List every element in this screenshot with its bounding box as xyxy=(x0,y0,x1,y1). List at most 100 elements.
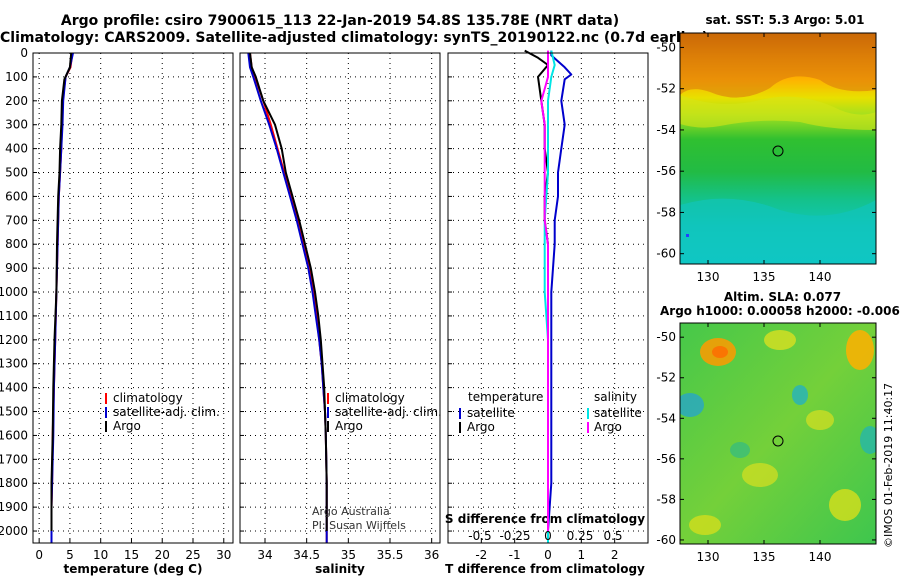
legend-title: temperature xyxy=(468,390,543,404)
x-tick-label: 34 xyxy=(257,548,272,562)
legend-label: Argo xyxy=(335,419,363,433)
depth-tick-label: 1300 xyxy=(0,357,28,371)
s-tick-label: 0.5 xyxy=(603,529,622,543)
sla-high-anomaly xyxy=(742,463,778,487)
sla-profile-marker xyxy=(772,435,784,447)
legend-swatch xyxy=(587,408,589,419)
depth-tick-label: 200 xyxy=(5,94,28,108)
sla-low-anomaly xyxy=(680,393,704,417)
depth-tick-label: 900 xyxy=(5,261,28,275)
sla-map-lat-label: -58 xyxy=(656,492,676,506)
x-tick-label: 25 xyxy=(185,548,200,562)
profile-panel-1: 34 34.5 35 35.5 36 xyxy=(239,52,441,562)
depth-tick-label: 2000 xyxy=(0,524,28,538)
panel-frame xyxy=(239,52,441,544)
sla-map-lon-label: 130 xyxy=(697,550,720,564)
x-tick-label: 35.5 xyxy=(377,548,404,562)
sla-map-lat-label: -50 xyxy=(656,330,676,344)
legend-swatch xyxy=(105,421,107,432)
salinity-axis-label: salinity xyxy=(315,562,365,576)
series-line-argo xyxy=(540,50,549,531)
x-tick-label: 5 xyxy=(66,548,74,562)
legend-label: climatology xyxy=(335,391,405,405)
depth-tick-label: 1400 xyxy=(0,381,28,395)
s-tick-label: 0.25 xyxy=(567,529,594,543)
temperature-axis-label: temperature (deg C) xyxy=(63,562,203,576)
legend-label: Argo xyxy=(594,420,622,434)
sla-low-anomaly xyxy=(730,442,750,458)
legend-label: satellite-adj. clim. xyxy=(113,405,220,419)
sla-high-anomaly xyxy=(712,346,728,358)
panel-annotation: Argo Australia xyxy=(312,505,390,518)
series-line-satellite xyxy=(547,50,573,543)
depth-tick-label: 600 xyxy=(5,189,28,203)
legend-swatch xyxy=(587,422,589,433)
depth-tick-label: 1800 xyxy=(0,476,28,490)
sla-map-lat-label: -60 xyxy=(656,533,676,547)
depth-tick-label: 0 xyxy=(20,46,28,60)
legend-label: satellite xyxy=(594,406,642,420)
depth-tick-label: 100 xyxy=(5,70,28,84)
sst-map-lat-label: -56 xyxy=(656,164,676,178)
sst-map-lat-label: -50 xyxy=(656,40,676,54)
sst-map-frame xyxy=(679,32,877,265)
legend-swatch xyxy=(327,421,329,432)
sst-land-dot xyxy=(686,234,689,237)
sla-map-lat-label: -56 xyxy=(656,452,676,466)
depth-tick-label: 500 xyxy=(5,166,28,180)
series-line-argo xyxy=(50,52,73,531)
sla-high-anomaly xyxy=(764,330,796,350)
depth-tick-label: 300 xyxy=(5,118,28,132)
depth-tick-label: 1100 xyxy=(0,309,28,323)
x-tick-label: 2 xyxy=(611,548,619,562)
x-tick-label: 34.5 xyxy=(293,548,320,562)
profile-panel-0: 0 5 10 15 20 25 300100200300400500600700800900… xyxy=(0,46,234,562)
sla-map-subtitle: Argo h1000: 0.00058 h2000: -0.0061 xyxy=(660,304,900,318)
depth-tick-label: 1200 xyxy=(0,333,28,347)
sst-map-lat-label: -52 xyxy=(656,82,676,96)
x-tick-label: -2 xyxy=(475,548,487,562)
sla-map-lat-label: -54 xyxy=(656,411,676,425)
panel-annotation: PI: Susan Wijffels xyxy=(312,519,406,532)
sst-map-lat-label: -54 xyxy=(656,123,676,137)
x-tick-label: 0 xyxy=(544,548,552,562)
sdiff-axis-label: S difference from climatology xyxy=(444,512,646,526)
legend-swatch xyxy=(459,422,461,433)
depth-tick-label: 800 xyxy=(5,237,28,251)
x-tick-label: -1 xyxy=(509,548,521,562)
s-tick-label: -0.25 xyxy=(499,529,530,543)
sst-teal-patch xyxy=(680,198,876,264)
x-tick-label: 10 xyxy=(93,548,108,562)
series-line-argo xyxy=(249,52,328,531)
x-tick-label: 0 xyxy=(35,548,43,562)
depth-tick-label: 400 xyxy=(5,142,28,156)
legend-title: salinity xyxy=(594,390,637,404)
sla-low-anomaly xyxy=(792,385,808,405)
depth-tick-label: 1900 xyxy=(0,500,28,514)
panel-frame xyxy=(32,52,234,544)
sla-map-frame xyxy=(679,322,877,545)
sla-map-lon-label: 140 xyxy=(809,550,832,564)
chart-subtitle: Climatology: CARS2009. Satellite-adjuste… xyxy=(0,30,709,46)
sst-map xyxy=(679,32,877,265)
x-tick-label: 15 xyxy=(124,548,139,562)
legend-swatch xyxy=(105,393,107,404)
panel-frame xyxy=(447,52,649,544)
depth-tick-label: 1500 xyxy=(0,405,28,419)
sst-map-lon-label: 140 xyxy=(809,270,832,284)
sla-high-anomaly xyxy=(689,515,721,535)
sst-map-lon-label: 130 xyxy=(697,270,720,284)
legend-label: Argo xyxy=(467,420,495,434)
legend-label: Argo xyxy=(113,419,141,433)
legend-swatch xyxy=(327,393,329,404)
legend-swatch xyxy=(327,407,329,418)
depth-tick-label: 700 xyxy=(5,213,28,227)
depth-tick-label: 1000 xyxy=(0,285,28,299)
x-tick-label: 35 xyxy=(341,548,356,562)
x-tick-label: 30 xyxy=(216,548,231,562)
profile-panel-2: -2 -1 0 1 2 xyxy=(447,49,649,562)
chart-title: Argo profile: csiro 7900615_113 22-Jan-2… xyxy=(60,13,620,29)
depth-tick-label: 1700 xyxy=(0,452,28,466)
x-tick-label: 1 xyxy=(578,548,586,562)
